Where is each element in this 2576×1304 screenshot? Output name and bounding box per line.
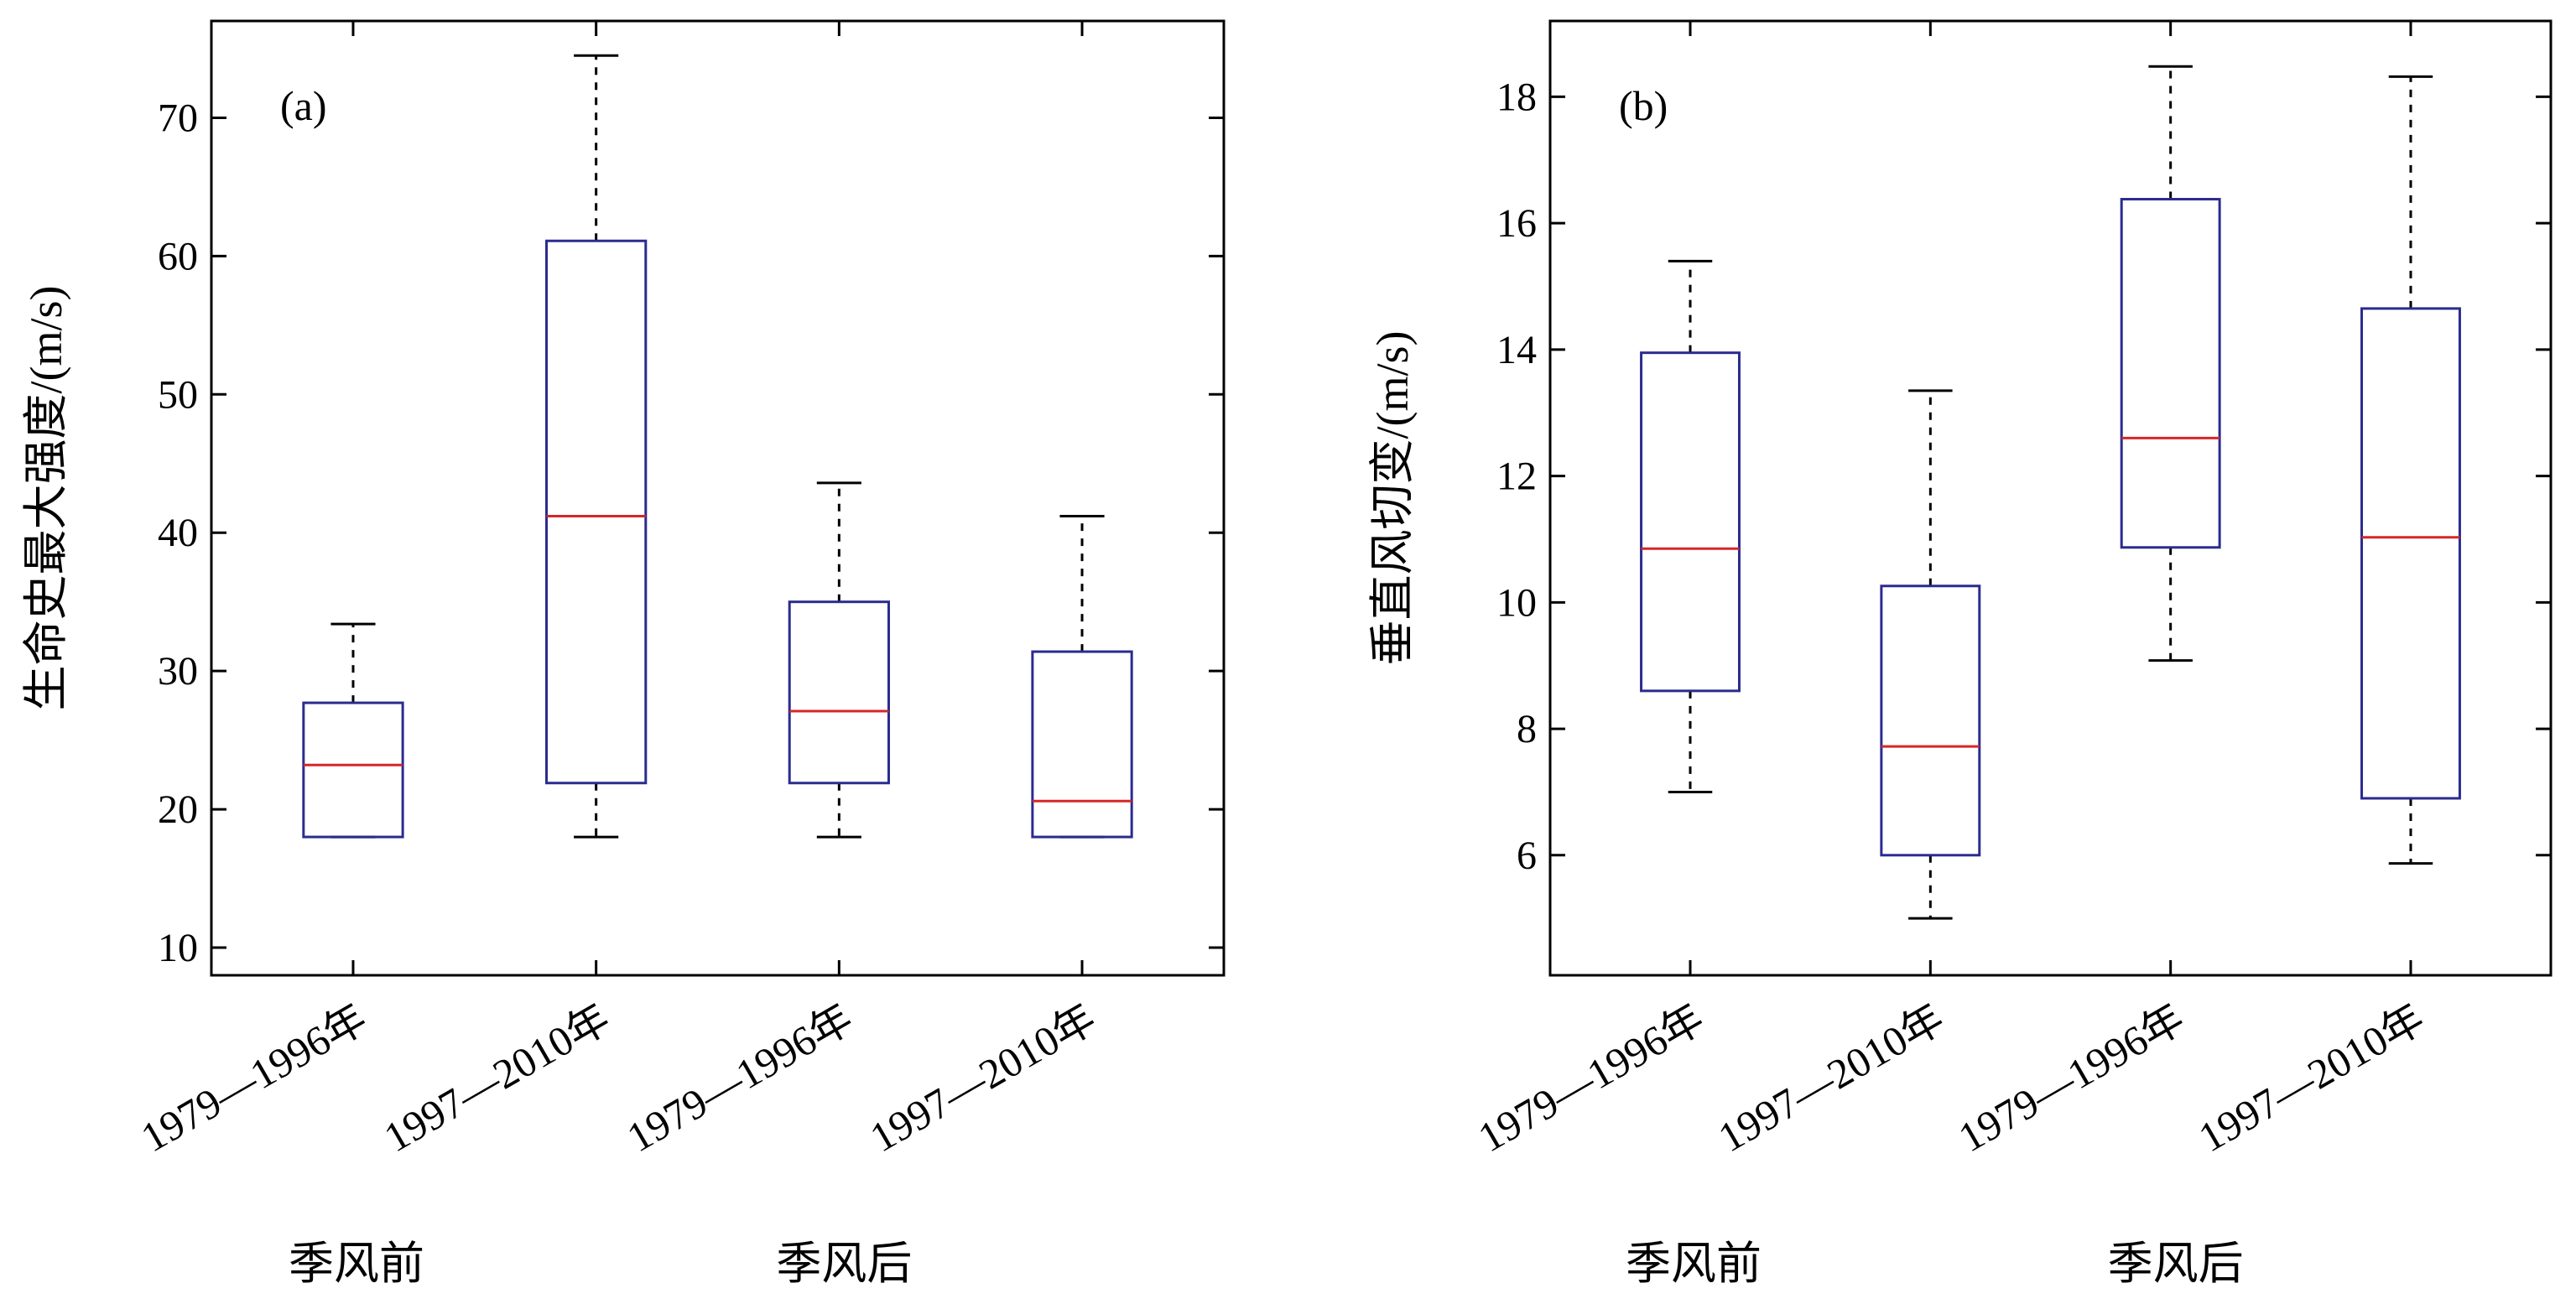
iqr-box [2360,307,2461,800]
box-4 [1031,514,1133,839]
x-category-label: 1997—2010年 [376,995,617,1161]
box-4 [2360,75,2461,865]
box-3 [2120,65,2221,662]
group-label-1: 季风前 [1626,1239,1762,1289]
panel-label: (a) [280,82,327,129]
x-category-label: 1979—1996年 [1470,995,1712,1161]
y-tick-label: 40 [158,511,198,555]
y-tick-label: 10 [1496,580,1537,625]
group-label-2: 季风后 [2108,1239,2244,1289]
y-tick-label: 10 [158,926,198,970]
box-2 [545,54,648,839]
iqr-box [1880,584,1981,857]
x-category-label: 1997—2010年 [862,995,1104,1161]
iqr-box [302,701,404,839]
iqr-box [1640,351,1741,693]
y-tick-label: 18 [1496,75,1537,119]
y-axis-label: 生命史最大强度/(m/s) [21,286,71,711]
panel-label: (b) [1619,82,1668,129]
y-tick-label: 70 [158,96,198,140]
y-axis-label: 垂直风切变/(m/s) [1367,331,1418,666]
x-category-label: 1979—1996年 [1950,995,2192,1161]
y-tick-label: 20 [158,787,198,832]
x-category-label: 1979—1996年 [133,995,375,1161]
y-tick-label: 30 [158,649,198,694]
y-tick-label: 6 [1517,834,1537,878]
iqr-box [1031,650,1133,839]
x-category-label: 1979—1996年 [619,995,861,1161]
y-tick-label: 60 [158,234,198,278]
iqr-box [788,600,890,785]
y-tick-label: 14 [1496,328,1537,372]
group-label-1: 季风前 [289,1239,424,1289]
group-label-2: 季风后 [776,1239,912,1289]
y-tick-label: 50 [158,372,198,417]
plot-frame [210,19,1226,977]
x-category-label: 1997—2010年 [1710,995,1952,1161]
iqr-box [545,239,648,785]
panel-b: 6810121416181979—1996年1997—2010年1979—199… [1367,19,2553,1289]
x-category-label: 1997—2010年 [2191,995,2433,1161]
y-tick-label: 16 [1496,201,1537,246]
box-1 [302,622,404,839]
box-1 [1640,259,1741,793]
y-tick-label: 12 [1496,455,1537,499]
box-3 [788,481,890,839]
box-2 [1880,389,1981,920]
plot-frame [1548,19,2553,977]
iqr-box [2120,198,2221,549]
y-tick-label: 8 [1517,707,1537,751]
